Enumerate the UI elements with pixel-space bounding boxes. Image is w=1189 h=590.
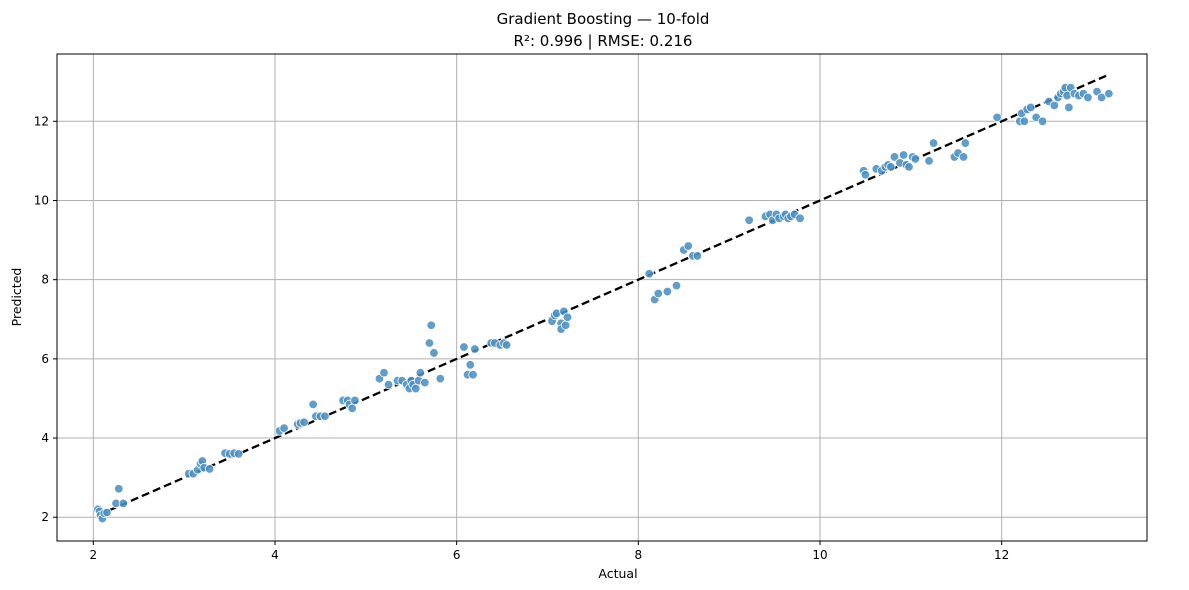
data-point: [889, 152, 900, 162]
data-point: [1083, 92, 1093, 103]
data-point: [928, 138, 939, 148]
data-point: [102, 507, 112, 518]
data-point: [420, 377, 430, 388]
x-tick-label: 6: [453, 548, 461, 562]
data-point: [795, 213, 805, 224]
chart-subtitle: R²: 0.996 | RMSE: 0.216: [514, 32, 693, 50]
data-point: [644, 269, 654, 279]
data-point: [383, 379, 394, 390]
data-point: [465, 360, 475, 370]
data-point: [692, 251, 703, 261]
data-point: [960, 138, 971, 148]
plot-frame: [56, 53, 1148, 542]
grid: [57, 54, 1147, 541]
data-point: [429, 348, 439, 358]
data-point: [1096, 92, 1107, 103]
data-point: [118, 498, 129, 509]
data-point: [501, 340, 512, 350]
data-point: [459, 342, 469, 352]
y-tick-label: 4: [41, 431, 49, 445]
data-point: [671, 280, 682, 291]
x-tick-label: 2: [90, 548, 98, 562]
axis-ticks: 2 4 6 8 10 12 2 4 6 8 10 12: [34, 114, 1010, 562]
data-point: [1019, 116, 1030, 127]
y-tick-label: 8: [41, 273, 49, 287]
data-point: [308, 399, 318, 410]
data-point: [426, 320, 436, 330]
chart-title: Gradient Boosting — 10-fold: [497, 10, 710, 28]
data-point: [904, 162, 914, 172]
data-point: [347, 403, 357, 414]
data-point: [898, 150, 909, 160]
data-point: [1104, 88, 1114, 99]
data-point: [1049, 100, 1060, 111]
data-point: [415, 368, 426, 378]
data-point: [114, 484, 124, 494]
data-point: [299, 417, 309, 427]
x-tick-label: 8: [635, 548, 643, 562]
data-point: [1026, 102, 1036, 113]
data-point: [992, 112, 1002, 123]
data-point: [1064, 102, 1074, 113]
data-point: [560, 320, 571, 330]
data-point: [1037, 116, 1048, 127]
data-point: [924, 156, 934, 166]
y-tick-label: 10: [34, 193, 49, 207]
data-point: [320, 411, 330, 421]
y-tick-label: 2: [41, 510, 49, 524]
x-axis-label: Actual: [598, 566, 637, 581]
data-point: [958, 152, 969, 162]
data-point: [683, 241, 693, 251]
data-point: [233, 449, 244, 459]
data-point: [279, 423, 289, 433]
data-point: [379, 368, 389, 378]
data-point: [744, 215, 754, 225]
data-point: [886, 162, 896, 172]
data-point: [204, 464, 215, 474]
data-point: [860, 170, 871, 180]
x-tick-label: 4: [271, 548, 279, 562]
y-tick-label: 6: [41, 352, 49, 366]
data-point: [562, 312, 573, 322]
reference-line: [97, 74, 1107, 517]
data-point: [653, 288, 664, 299]
data-point: [424, 338, 435, 348]
data-point: [350, 395, 360, 406]
data-point: [468, 370, 478, 380]
y-axis-label: Predicted: [9, 268, 24, 327]
x-tick-label: 12: [994, 548, 1009, 562]
data-point: [662, 286, 673, 297]
y-tick-label: 12: [34, 114, 49, 128]
data-points: [93, 82, 1114, 524]
x-tick-label: 10: [812, 548, 827, 562]
data-point: [411, 383, 421, 394]
data-point: [470, 344, 480, 354]
data-point: [910, 154, 921, 164]
data-point: [435, 373, 446, 384]
